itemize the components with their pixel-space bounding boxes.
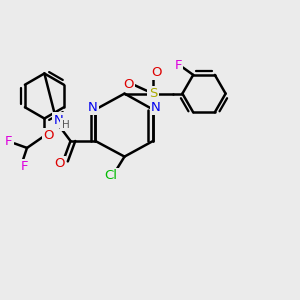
Text: N: N (53, 113, 63, 127)
Text: O: O (44, 129, 54, 142)
Text: S: S (149, 87, 157, 100)
Text: F: F (175, 59, 182, 72)
Text: O: O (123, 77, 134, 91)
Text: H: H (61, 119, 69, 130)
Text: O: O (152, 65, 162, 79)
Text: N: N (88, 100, 97, 114)
Text: F: F (20, 160, 28, 173)
Text: Cl: Cl (104, 169, 118, 182)
Text: N: N (151, 100, 161, 114)
Text: F: F (5, 135, 13, 148)
Text: O: O (54, 157, 65, 170)
